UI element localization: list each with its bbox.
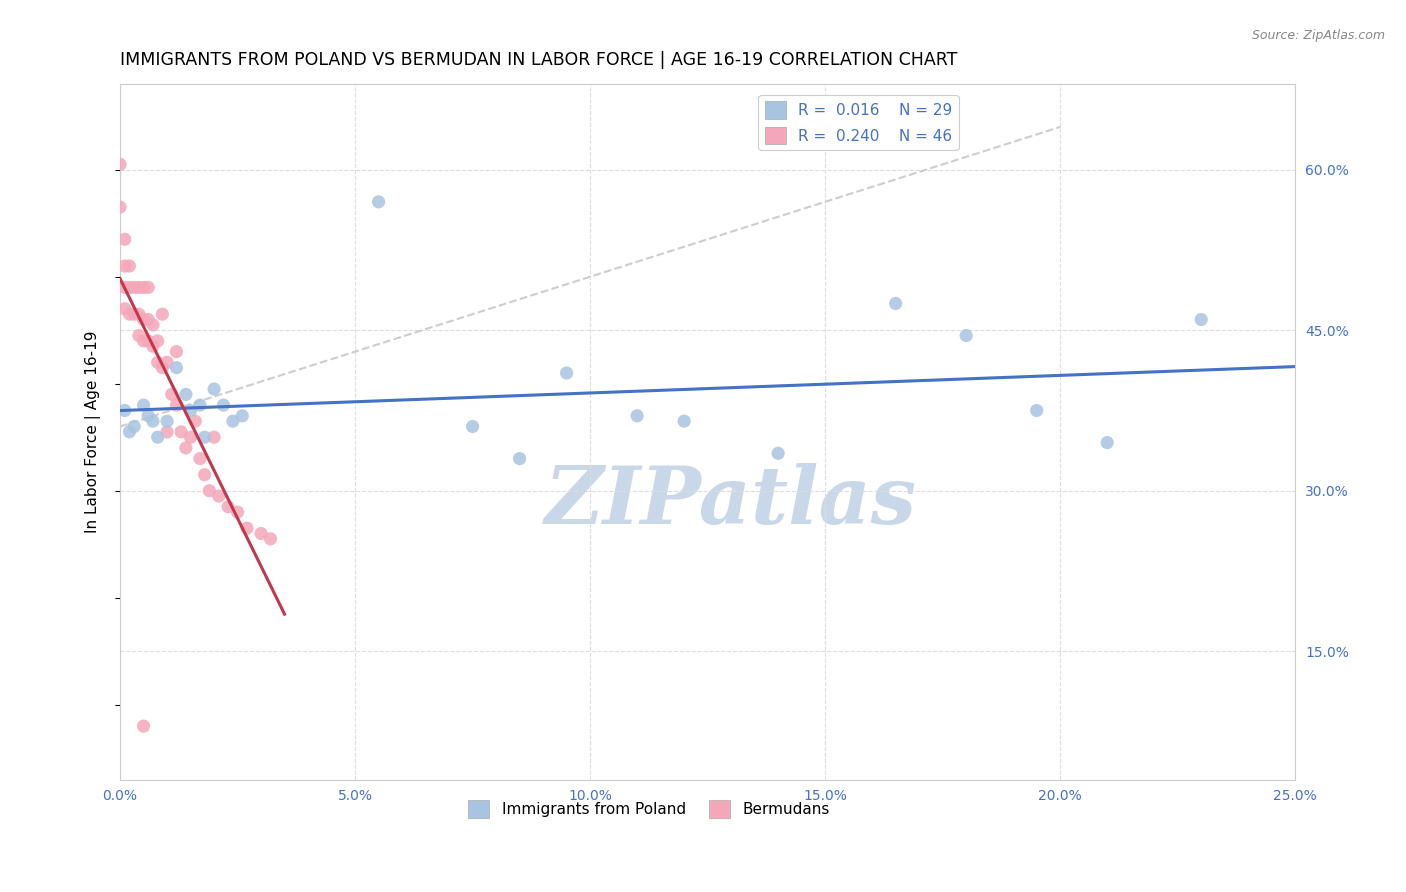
Point [142, 339, 165, 353]
Point [202, 430, 225, 444]
Point [250, 526, 273, 541]
Point [212, 398, 235, 412]
Point [170, 425, 193, 439]
Point [108, 157, 131, 171]
Point [128, 307, 150, 321]
Point [150, 360, 173, 375]
Text: ZIPatlas: ZIPatlas [546, 463, 917, 541]
Point [166, 398, 188, 412]
Point [180, 403, 202, 417]
Point [118, 280, 141, 294]
Point [222, 414, 245, 428]
Point [884, 296, 907, 310]
Point [509, 451, 531, 466]
Point [136, 312, 159, 326]
Point [1025, 403, 1047, 417]
Point [132, 312, 155, 326]
Y-axis label: In Labor Force | Age 16-19: In Labor Force | Age 16-19 [86, 331, 101, 533]
Point [114, 301, 136, 316]
Point [156, 414, 179, 428]
Point [142, 414, 165, 428]
Point [236, 521, 259, 535]
Point [122, 419, 145, 434]
Point [132, 280, 155, 294]
Point [136, 409, 159, 423]
Point [198, 483, 221, 498]
Point [955, 328, 977, 343]
Point [174, 387, 197, 401]
Point [184, 414, 207, 428]
Point [194, 467, 217, 482]
Point [156, 355, 179, 369]
Point [136, 280, 159, 294]
Point [146, 355, 169, 369]
Point [146, 334, 169, 348]
Point [132, 398, 155, 412]
Point [1189, 312, 1212, 326]
Legend: Immigrants from Poland, Bermudans: Immigrants from Poland, Bermudans [463, 794, 835, 824]
Point [673, 414, 696, 428]
Point [128, 280, 150, 294]
Point [146, 430, 169, 444]
Point [367, 194, 389, 209]
Text: Source: ZipAtlas.com: Source: ZipAtlas.com [1251, 29, 1385, 43]
Point [231, 409, 253, 423]
Point [114, 280, 136, 294]
Point [132, 719, 155, 733]
Text: IMMIGRANTS FROM POLAND VS BERMUDAN IN LABOR FORCE | AGE 16-19 CORRELATION CHART: IMMIGRANTS FROM POLAND VS BERMUDAN IN LA… [120, 51, 957, 69]
Point [226, 505, 249, 519]
Point [188, 398, 211, 412]
Point [114, 403, 136, 417]
Point [259, 532, 281, 546]
Point [156, 425, 179, 439]
Point [461, 419, 484, 434]
Point [114, 259, 136, 273]
Point [766, 446, 789, 460]
Point [208, 489, 231, 503]
Point [626, 409, 648, 423]
Point [174, 441, 197, 455]
Point [202, 382, 225, 396]
Point [150, 307, 173, 321]
Point [118, 307, 141, 321]
Point [555, 366, 578, 380]
Point [166, 360, 188, 375]
Point [118, 259, 141, 273]
Point [217, 500, 239, 514]
Point [160, 387, 183, 401]
Point [132, 334, 155, 348]
Point [128, 328, 150, 343]
Point [180, 430, 202, 444]
Point [122, 307, 145, 321]
Point [166, 344, 188, 359]
Point [108, 200, 131, 214]
Point [122, 280, 145, 294]
Point [194, 430, 217, 444]
Point [118, 425, 141, 439]
Point [1095, 435, 1118, 450]
Point [142, 318, 165, 332]
Point [136, 334, 159, 348]
Point [188, 451, 211, 466]
Point [114, 232, 136, 246]
